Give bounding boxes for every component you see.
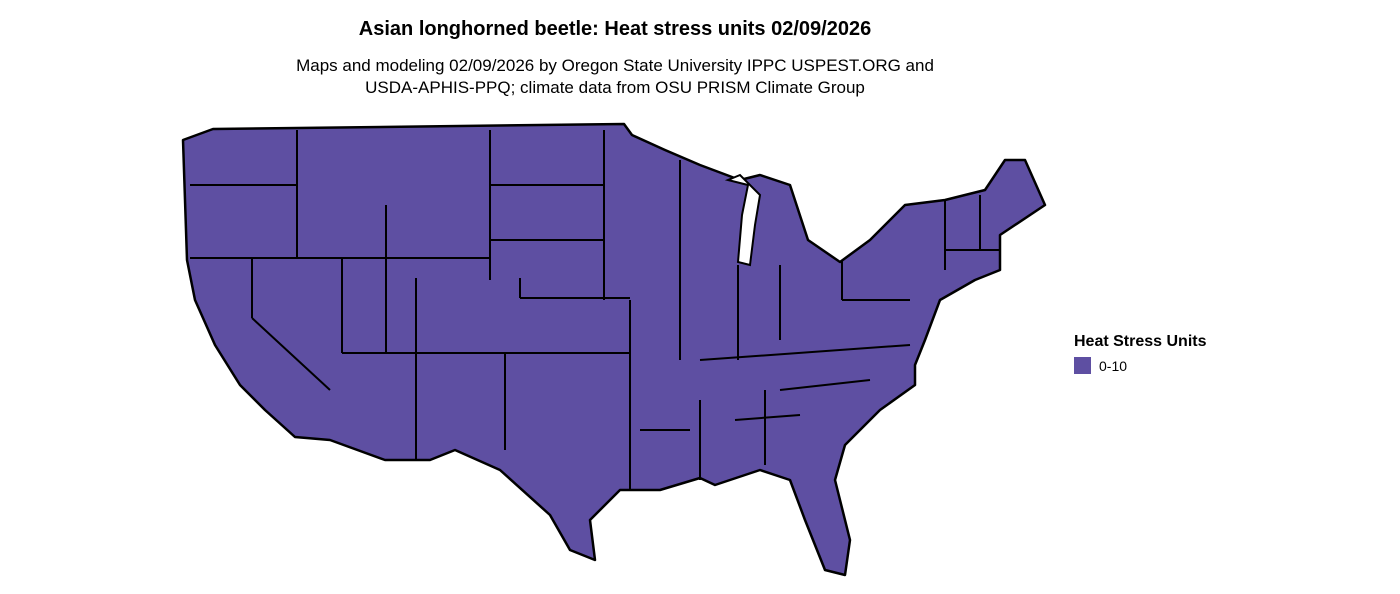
map-title: Asian longhorned beetle: Heat stress uni… [358, 18, 872, 40]
state-border [699, 344, 911, 361]
legend-item: 0-10 [1074, 357, 1207, 374]
legend: Heat Stress Units 0-10 [1074, 333, 1207, 374]
subtitle-line-1: Maps and modeling 02/09/2026 by Oregon S… [296, 56, 934, 75]
subtitle-line-2: USDA-APHIS-PPQ; climate data from OSU PR… [365, 78, 865, 97]
state-border [734, 414, 801, 421]
state-borders [190, 130, 1000, 490]
state-border [251, 317, 331, 391]
state-border [779, 379, 871, 391]
legend-label: 0-10 [1099, 357, 1128, 374]
map-subtitle: Maps and modeling 02/09/2026 by Oregon S… [0, 55, 1230, 99]
legend-swatch [1074, 357, 1091, 374]
lake-michigan [724, 173, 762, 267]
legend-title: Heat Stress Units [1074, 333, 1207, 350]
us-outline [181, 122, 1047, 577]
